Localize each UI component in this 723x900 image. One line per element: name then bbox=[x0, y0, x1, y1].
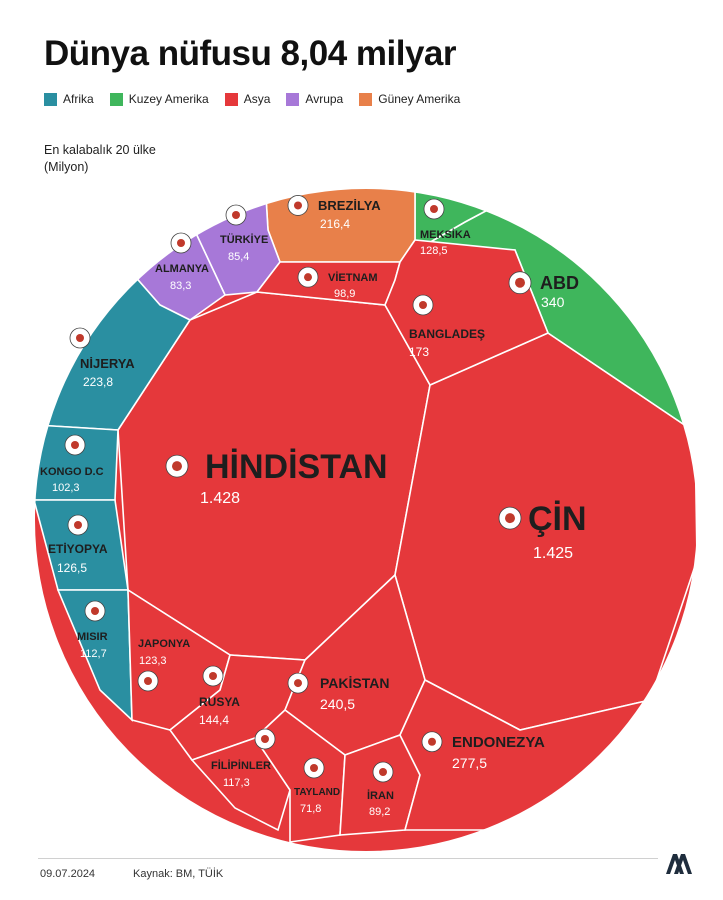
country-label-abd: ABD bbox=[540, 273, 579, 293]
value-label-pakistan: 240,5 bbox=[320, 696, 355, 712]
value-label-hindistan: 1.428 bbox=[200, 490, 240, 507]
country-label-almanya: ALMANYA bbox=[155, 263, 209, 275]
value-label-abd: 340 bbox=[541, 294, 565, 310]
legend-label-avrupa: Avrupa bbox=[305, 92, 344, 106]
value-label-vietnam: 98,9 bbox=[334, 288, 355, 300]
country-label-vietnam: VİETNAM bbox=[328, 271, 378, 284]
country-label-banglades: BANGLADEŞ bbox=[409, 327, 485, 341]
value-label-etiyopya: 126,5 bbox=[57, 561, 87, 575]
value-label-iran: 89,2 bbox=[369, 806, 390, 818]
flag-emblem-meksika bbox=[430, 205, 438, 213]
flag-emblem-banglades bbox=[419, 301, 427, 309]
value-label-kongo-d-c: 102,3 bbox=[52, 482, 80, 494]
flag-emblem-nijerya bbox=[76, 334, 84, 342]
flag-emblem-iran bbox=[379, 768, 387, 776]
footer-source: Kaynak: BM, TÜİK bbox=[133, 868, 224, 880]
flag-emblem-hindistan bbox=[172, 461, 182, 472]
country-label-cin: ÇİN bbox=[528, 500, 587, 538]
footer-date: 09.07.2024 bbox=[40, 868, 96, 880]
country-label-filipinler: FİLİPİNLER bbox=[211, 759, 271, 772]
country-label-meksika: MEKSİKA bbox=[420, 228, 471, 241]
flag-emblem-misir bbox=[91, 607, 99, 615]
value-label-endonezya: 277,5 bbox=[452, 755, 487, 771]
country-label-nijerya: NİJERYA bbox=[80, 356, 135, 371]
flag-emblem-vietnam bbox=[304, 273, 312, 282]
chart-title: Dünya nüfusu 8,04 milyar bbox=[44, 34, 457, 73]
value-label-cin: 1.425 bbox=[533, 545, 573, 562]
chart-subtitle: En kalabalık 20 ülke (Milyon) bbox=[44, 142, 156, 176]
value-label-turkiye: 85,4 bbox=[228, 251, 249, 263]
footer-divider bbox=[38, 858, 658, 859]
country-label-etiyopya: ETİYOPYA bbox=[48, 541, 108, 556]
legend: Afrika Kuzey Amerika Asya Avrupa Güney A… bbox=[44, 92, 460, 106]
value-label-brezilya: 216,4 bbox=[320, 217, 350, 231]
flag-emblem-endonezya bbox=[428, 737, 436, 746]
value-label-almanya: 83,3 bbox=[170, 280, 191, 292]
flag-emblem-kongo-d-c bbox=[71, 441, 79, 449]
value-label-meksika: 128,5 bbox=[420, 245, 448, 257]
legend-swatch-kuzey-amerika bbox=[109, 92, 123, 106]
country-label-kongo-d-c: KONGO D.C bbox=[40, 466, 104, 478]
legend-swatch-afrika bbox=[44, 92, 57, 106]
value-label-misir: 112,7 bbox=[80, 648, 107, 660]
country-label-hindistan: HİNDİSTAN bbox=[205, 448, 388, 486]
legend-item-guney-amerika: Güney Amerika bbox=[359, 92, 460, 106]
country-label-endonezya: ENDONEZYA bbox=[452, 734, 545, 751]
flag-emblem-rusya bbox=[209, 672, 217, 680]
legend-swatch-avrupa bbox=[286, 92, 300, 106]
legend-item-asya: Asya bbox=[224, 92, 271, 106]
cell-filipinler bbox=[190, 737, 291, 832]
legend-item-avrupa: Avrupa bbox=[286, 92, 343, 106]
value-label-rusya: 144,4 bbox=[199, 713, 229, 727]
value-label-tayland: 71,8 bbox=[300, 803, 321, 815]
cell-banglades bbox=[384, 239, 550, 387]
flag-emblem-abd bbox=[515, 277, 525, 288]
aa-logo-icon bbox=[666, 854, 692, 874]
country-label-misir: MISIR bbox=[77, 631, 108, 643]
country-label-japonya: JAPONYA bbox=[138, 638, 190, 650]
flag-emblem-japonya bbox=[144, 677, 152, 685]
legend-label-kuzey-amerika: Kuzey Amerika bbox=[128, 92, 209, 106]
flag-emblem-tayland bbox=[310, 764, 318, 772]
flag-emblem-pakistan bbox=[294, 679, 302, 688]
country-label-tayland: TAYLAND bbox=[294, 787, 340, 798]
flag-emblem-turkiye bbox=[232, 211, 240, 219]
legend-label-asya: Asya bbox=[243, 92, 271, 106]
country-label-pakistan: PAKİSTAN bbox=[320, 675, 389, 691]
legend-swatch-guney-amerika bbox=[359, 92, 373, 106]
legend-item-afrika: Afrika bbox=[44, 92, 94, 106]
legend-label-afrika: Afrika bbox=[63, 92, 94, 106]
country-label-rusya: RUSYA bbox=[199, 695, 240, 709]
legend-item-kuzey-amerika: Kuzey Amerika bbox=[109, 92, 209, 106]
flag-emblem-almanya bbox=[177, 239, 185, 247]
legend-swatch-asya bbox=[224, 92, 238, 106]
country-label-brezilya: BREZİLYA bbox=[318, 198, 381, 213]
flag-emblem-brezilya bbox=[294, 201, 302, 210]
flag-emblem-cin bbox=[505, 513, 515, 524]
value-label-japonya: 123,3 bbox=[139, 655, 167, 667]
value-label-nijerya: 223,8 bbox=[83, 375, 113, 389]
chart-outline bbox=[33, 187, 699, 853]
country-label-turkiye: TÜRKİYE bbox=[220, 233, 268, 246]
subtitle-line-2: (Milyon) bbox=[44, 160, 89, 174]
value-label-banglades: 173 bbox=[409, 345, 429, 359]
subtitle-line-1: En kalabalık 20 ülke bbox=[44, 143, 156, 157]
flag-emblem-etiyopya bbox=[74, 521, 82, 529]
country-label-iran: İRAN bbox=[367, 789, 394, 802]
legend-label-guney-amerika: Güney Amerika bbox=[378, 92, 461, 106]
flag-emblem-filipinler bbox=[261, 735, 269, 743]
value-label-filipinler: 117,3 bbox=[223, 777, 250, 789]
